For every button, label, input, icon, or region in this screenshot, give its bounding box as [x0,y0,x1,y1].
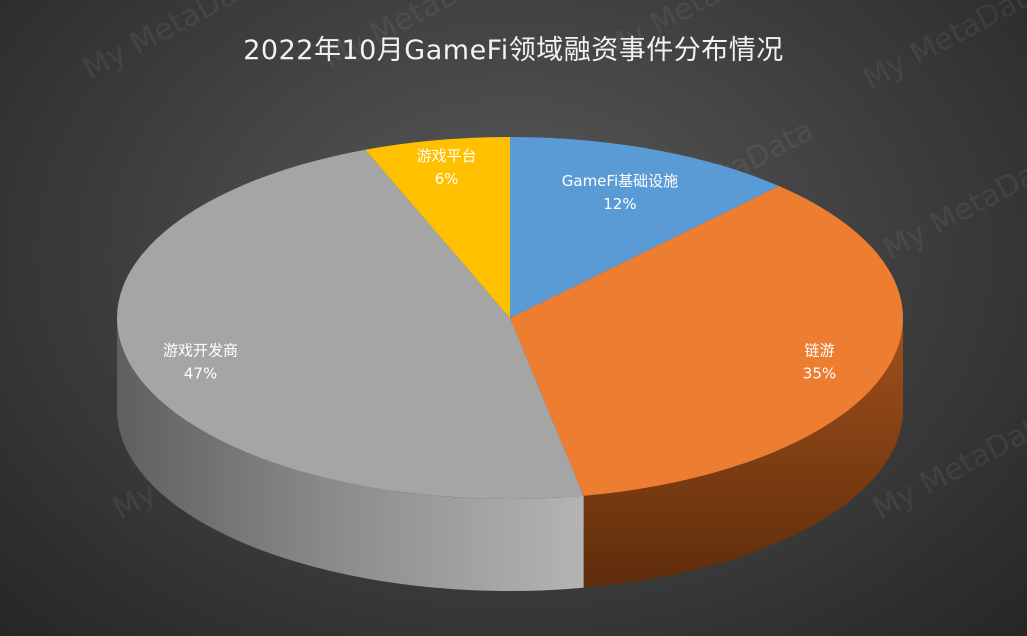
slice-category-label: 链游 [804,341,834,359]
slice-category-label: GameFi基础设施 [562,172,678,190]
watermark-text: My MetaData [877,143,1027,267]
pie-sides [117,318,903,591]
watermark-text: My MetaData [597,0,789,67]
slice-category-label: 游戏平台 [417,147,477,165]
pie-side-1 [583,318,903,588]
slice-percent-label: 12% [603,195,636,213]
pie-side-2 [117,318,584,591]
pie-slice-3 [365,137,510,318]
slice-percent-label: 47% [184,364,217,382]
chart-title: 2022年10月GameFi领域融资事件分布情况 [243,35,784,66]
pie-slice-0 [510,137,780,318]
slice-percent-label: 6% [435,170,459,188]
watermark-text: My MetaData [857,0,1027,97]
watermark-text: My MetaData [317,0,509,77]
slice-percent-label: 35% [803,364,836,382]
pie-labels: GameFi基础设施 12% 链游 35% 游戏开发商 47% 游戏平台 6% [163,147,836,382]
pie-slice-1 [510,186,904,496]
pie-slice-2 [116,149,584,500]
watermark-text: My MetaData [77,0,269,87]
slice-category-label: 游戏开发商 [163,341,238,359]
pie-slices [116,137,904,500]
